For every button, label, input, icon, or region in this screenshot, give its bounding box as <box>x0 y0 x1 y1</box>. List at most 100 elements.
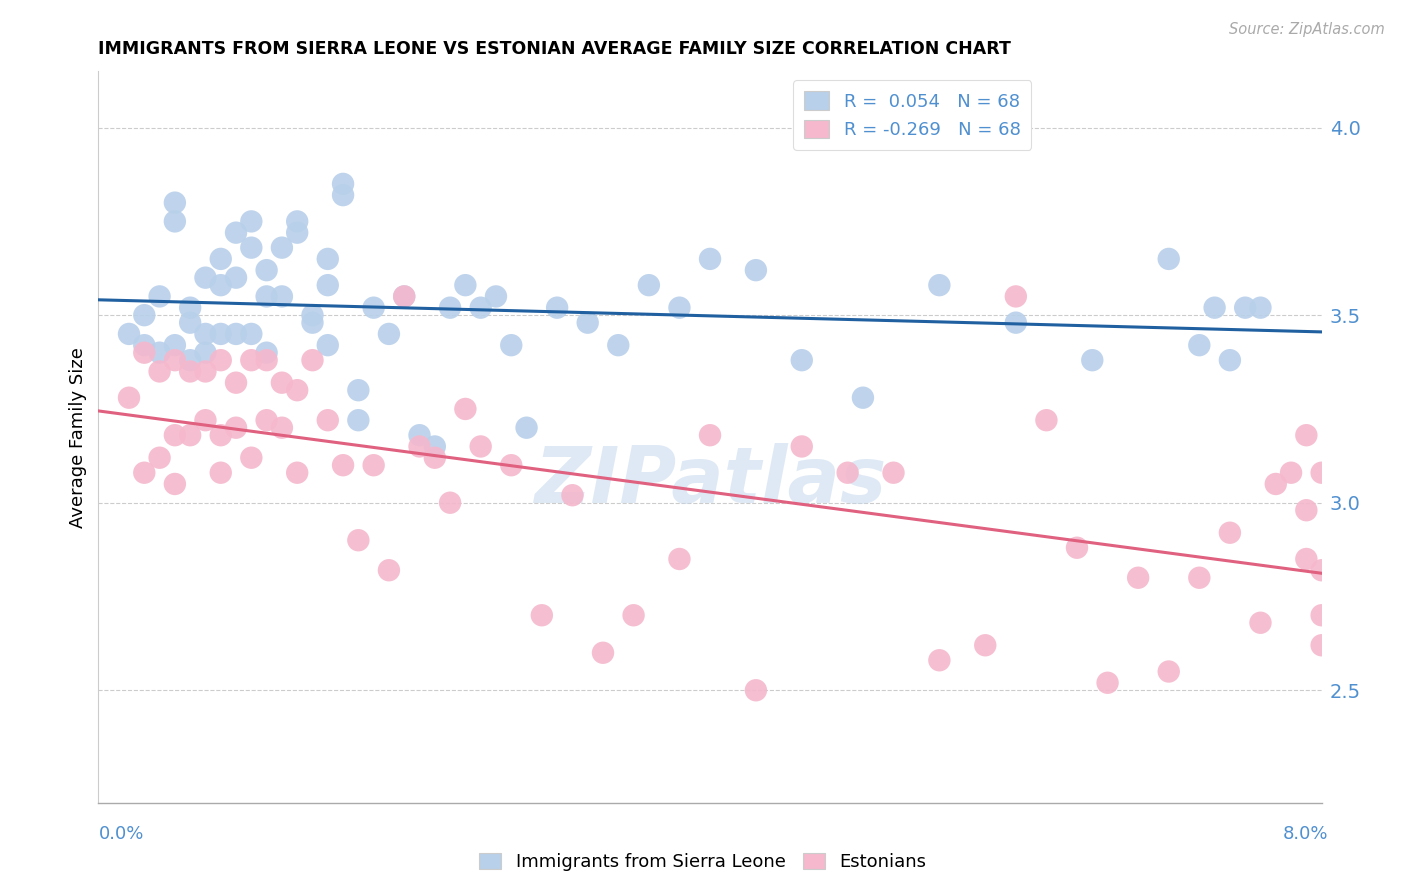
Point <box>240 241 263 255</box>
Point <box>1310 563 1333 577</box>
Point <box>378 326 401 341</box>
Point <box>637 278 661 293</box>
Point <box>668 552 690 566</box>
Point <box>928 278 950 293</box>
Point <box>1310 608 1333 623</box>
Point <box>423 450 446 465</box>
Point <box>1188 338 1211 352</box>
Point <box>179 316 201 330</box>
Point <box>1219 525 1241 540</box>
Point <box>163 338 186 352</box>
Point <box>363 458 385 473</box>
Point <box>316 252 339 266</box>
Point <box>149 450 172 465</box>
Point <box>392 289 416 303</box>
Point <box>194 326 217 341</box>
Point <box>256 353 278 368</box>
Point <box>1081 353 1104 368</box>
Point <box>256 289 278 303</box>
Point <box>225 420 247 434</box>
Legend: Immigrants from Sierra Leone, Estonians: Immigrants from Sierra Leone, Estonians <box>472 846 934 879</box>
Point <box>1264 477 1286 491</box>
Point <box>1249 615 1271 630</box>
Point <box>301 353 323 368</box>
Point <box>485 289 508 303</box>
Point <box>501 458 523 473</box>
Point <box>1219 353 1241 368</box>
Point <box>1188 571 1211 585</box>
Point <box>301 316 323 330</box>
Point <box>347 533 370 548</box>
Y-axis label: Average Family Size: Average Family Size <box>69 347 87 527</box>
Point <box>225 226 247 240</box>
Point <box>332 458 354 473</box>
Point <box>270 420 294 434</box>
Point <box>240 450 263 465</box>
Point <box>163 214 186 228</box>
Point <box>194 364 217 378</box>
Point <box>301 308 323 322</box>
Point <box>974 638 997 652</box>
Point <box>285 226 308 240</box>
Point <box>225 326 247 341</box>
Point <box>256 345 278 359</box>
Point <box>134 466 156 480</box>
Point <box>883 466 905 480</box>
Text: 0.0%: 0.0% <box>98 825 143 843</box>
Point <box>240 326 263 341</box>
Point <box>1295 552 1317 566</box>
Text: ZIPatlas: ZIPatlas <box>534 443 886 519</box>
Point <box>837 466 859 480</box>
Point <box>423 440 446 454</box>
Point <box>134 345 156 359</box>
Point <box>1004 289 1026 303</box>
Point <box>363 301 385 315</box>
Point <box>546 301 568 315</box>
Point <box>668 301 690 315</box>
Point <box>576 316 599 330</box>
Point <box>256 263 278 277</box>
Point <box>501 338 523 352</box>
Point <box>332 188 354 202</box>
Point <box>408 440 430 454</box>
Point <box>285 466 308 480</box>
Point <box>270 376 294 390</box>
Point <box>454 278 477 293</box>
Point <box>149 345 172 359</box>
Point <box>316 413 339 427</box>
Point <box>316 338 339 352</box>
Point <box>163 477 186 491</box>
Point <box>607 338 630 352</box>
Point <box>1234 301 1257 315</box>
Point <box>209 326 232 341</box>
Point <box>240 353 263 368</box>
Point <box>270 241 294 255</box>
Legend: R =  0.054   N = 68, R = -0.269   N = 68: R = 0.054 N = 68, R = -0.269 N = 68 <box>793 80 1031 150</box>
Point <box>928 653 950 667</box>
Point <box>134 338 156 352</box>
Point <box>209 252 232 266</box>
Point <box>745 683 768 698</box>
Point <box>285 214 308 228</box>
Point <box>1249 301 1271 315</box>
Point <box>256 413 278 427</box>
Point <box>179 364 201 378</box>
Point <box>163 428 186 442</box>
Point <box>1295 428 1317 442</box>
Point <box>1279 466 1302 480</box>
Point <box>209 278 232 293</box>
Point <box>225 376 247 390</box>
Point <box>790 440 813 454</box>
Point <box>347 413 370 427</box>
Point <box>209 428 232 442</box>
Point <box>118 326 141 341</box>
Point <box>516 420 538 434</box>
Point <box>240 214 263 228</box>
Point <box>1097 675 1119 690</box>
Point <box>439 301 461 315</box>
Point <box>852 391 875 405</box>
Point <box>1310 638 1333 652</box>
Point <box>378 563 401 577</box>
Point <box>1035 413 1057 427</box>
Point <box>1204 301 1226 315</box>
